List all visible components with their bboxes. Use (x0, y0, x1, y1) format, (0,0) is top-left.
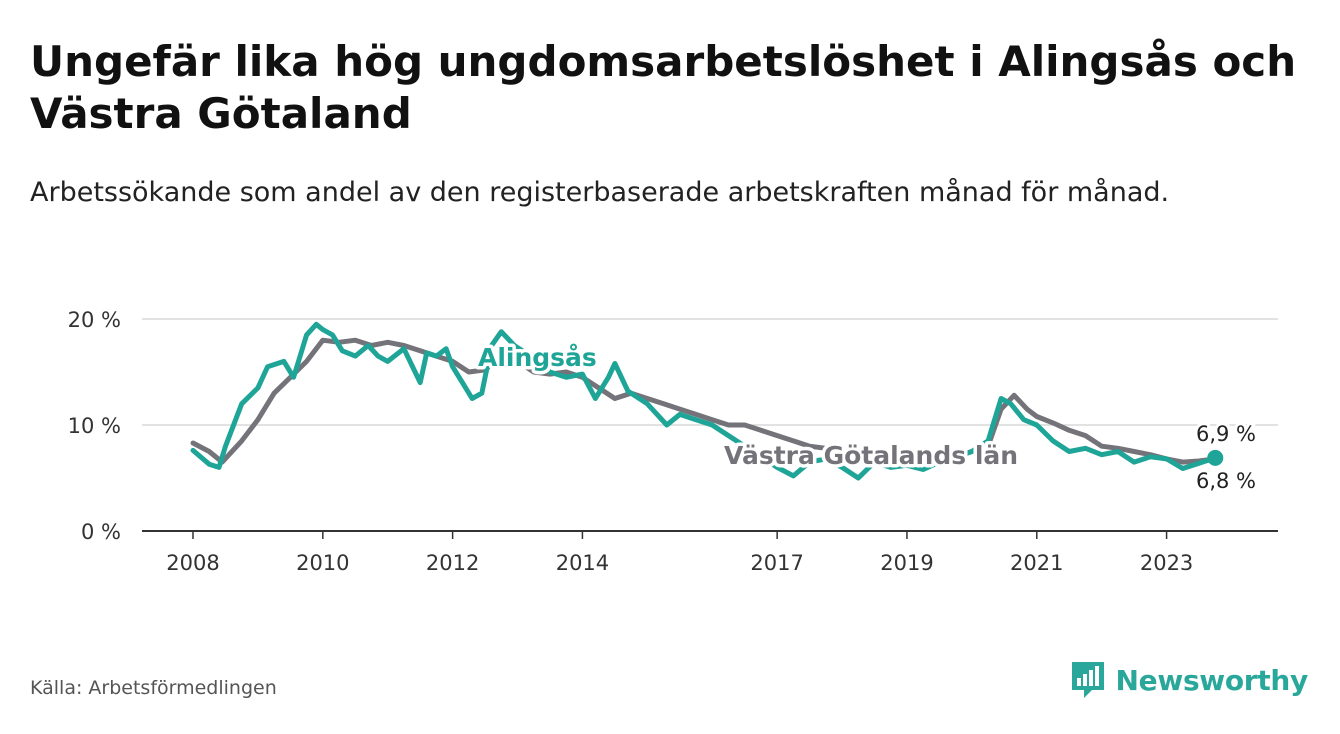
series-lines (190, 321, 1224, 481)
y-tick-label: 20 % (68, 308, 121, 332)
alingsas-end-marker (1207, 449, 1224, 466)
x-tick-label: 2023 (1140, 551, 1193, 575)
end-label-vastra-gotaland: 6,8 % (1196, 469, 1256, 493)
x-tick-label: 2019 (880, 551, 933, 575)
end-label-alingsas: 6,9 % (1196, 422, 1256, 446)
series-label-alingsas: Alingsås (478, 343, 597, 372)
grid: 0 % 10 % 20 % (68, 308, 1278, 544)
source-note: Källa: Arbetsförmedlingen (30, 677, 277, 699)
line-vastra-gotaland (190, 337, 1218, 465)
series-label-vastra-gotaland: Västra Götalands län (724, 441, 1018, 470)
brand-logo[interactable]: Newsworthy (1070, 660, 1308, 700)
newsworthy-logo-icon (1071, 662, 1104, 698)
brand-name: Newsworthy (1115, 663, 1309, 697)
line-alingsas (190, 321, 1218, 481)
chart-title: Ungefär lika hög ungdomsarbetslöshet i A… (30, 37, 1297, 138)
chart-subtitle: Arbetssökande som andel av den registerb… (30, 177, 1170, 208)
x-tick-label: 2017 (750, 551, 803, 575)
x-tick-label: 2012 (426, 551, 479, 575)
x-tick-label: 2008 (166, 551, 219, 575)
y-tick-label: 10 % (68, 414, 121, 438)
x-tick-label: 2010 (296, 551, 349, 575)
x-tick-label: 2021 (1010, 551, 1063, 575)
x-tick-label: 2014 (556, 551, 609, 575)
x-axis: 2008 2010 2012 2014 2017 2019 2021 2023 (166, 531, 1193, 575)
y-tick-label: 0 % (81, 520, 121, 544)
series-labels: Alingsås Västra Götalands län 6,9 % 6,8 % (475, 340, 1260, 497)
